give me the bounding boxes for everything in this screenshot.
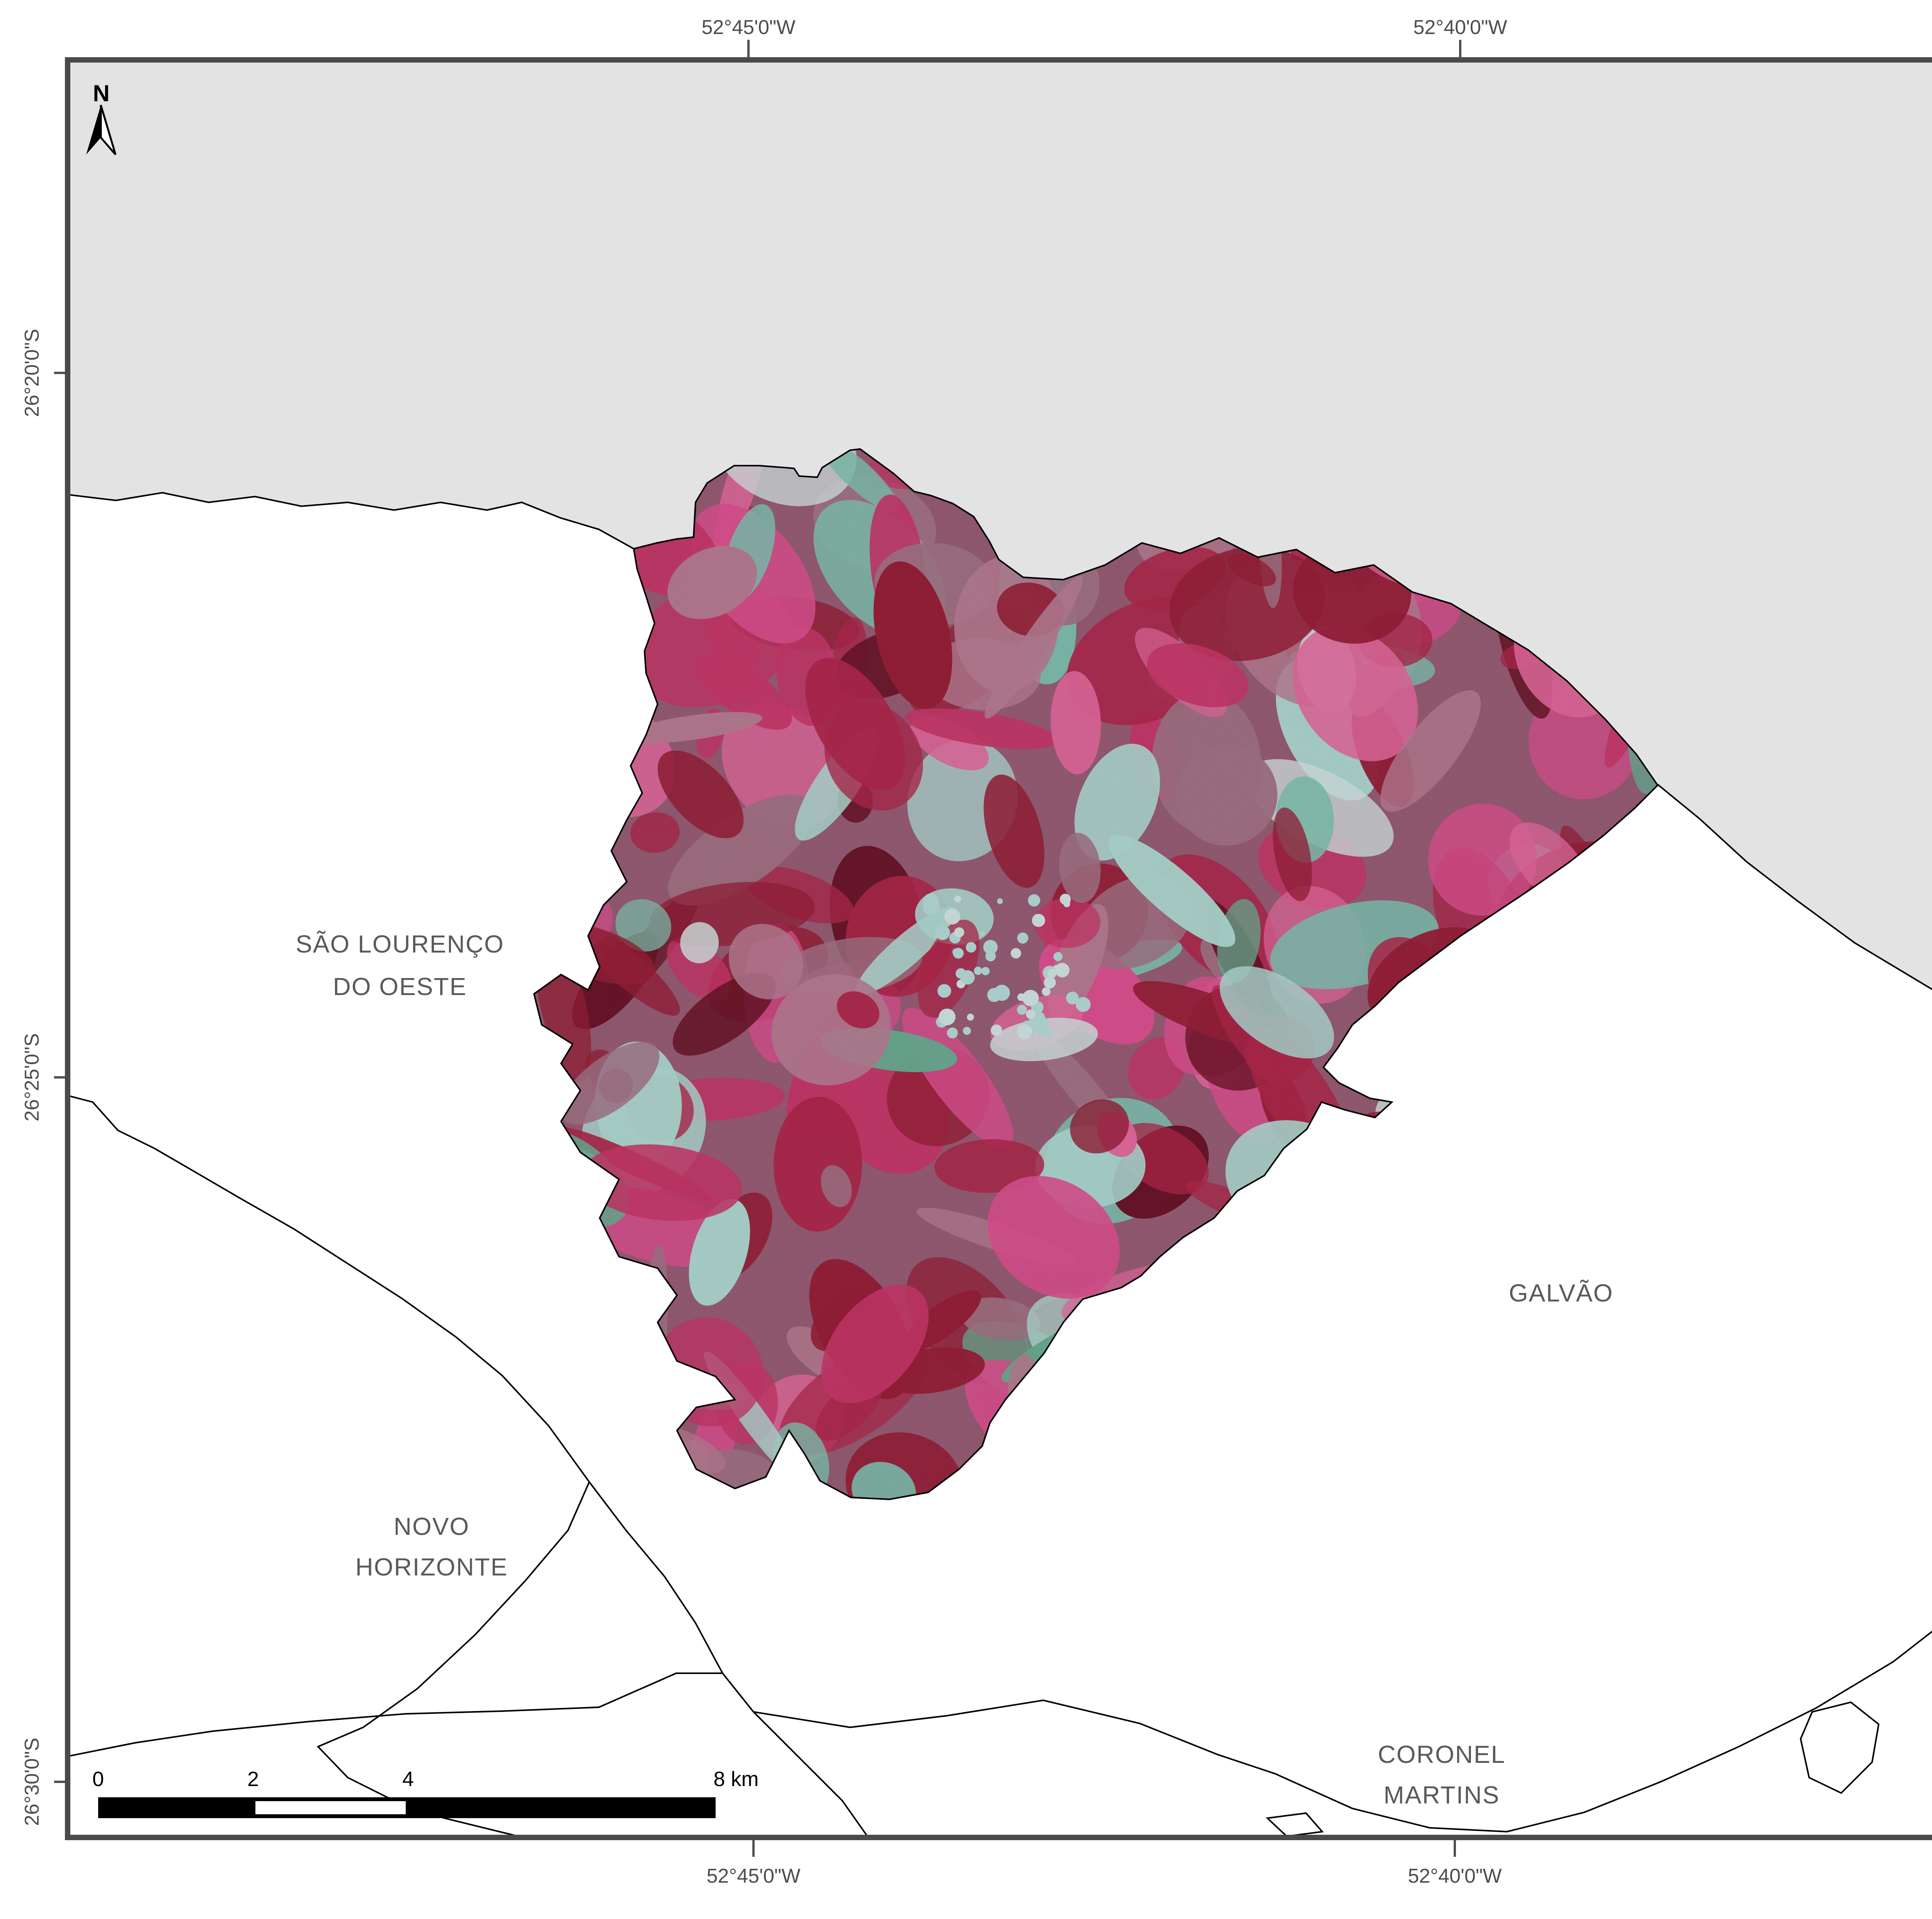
neighbor-label: CORONEL <box>1378 1740 1506 1768</box>
neighbor-label: DO OESTE <box>333 973 467 1000</box>
map-frame <box>65 57 1932 1840</box>
neighbor-label: MARTINS <box>1384 1781 1500 1809</box>
svg-text:N: N <box>93 80 109 106</box>
graticule <box>54 40 1461 1857</box>
lon-label-bottom-right: 52°40'0"W <box>1408 1865 1502 1887</box>
neighbor-label: GALVÃO <box>1509 1279 1613 1307</box>
svg-text:8 km: 8 km <box>713 1768 759 1791</box>
municipality-outline <box>533 448 1659 1500</box>
lat-label-3: 26°30'0"S <box>21 1738 43 1826</box>
state-boundary-east <box>1657 784 1932 990</box>
municipal-boundaries <box>68 1095 1932 1837</box>
neighbor-labels: SÃO LOURENÇO DO OESTE GALVÃO NOVO HORIZO… <box>296 930 1613 1809</box>
state-boundary-west <box>68 492 634 550</box>
lon-label-top-left: 52°45'0"W <box>702 16 796 39</box>
neighbor-label: SÃO LOURENÇO <box>296 930 504 958</box>
svg-text:4: 4 <box>402 1768 414 1791</box>
lon-label-top-right: 52°40'0"W <box>1413 16 1507 39</box>
neighbor-label: NOVO <box>394 1512 469 1540</box>
state-area-pr <box>68 60 1932 989</box>
svg-text:2: 2 <box>247 1768 259 1791</box>
lat-label-2: 26°25'0"S <box>21 1033 43 1121</box>
neighbor-label: HORIZONTE <box>355 1553 508 1581</box>
svg-text:0: 0 <box>92 1768 104 1791</box>
scale-bar: 0 2 4 8 km <box>92 1768 759 1818</box>
lon-label-bottom-left: 52°45'0"W <box>707 1865 801 1887</box>
graticule-labels: 52°45'0"W 52°40'0"W 52°45'0"W 52°40'0"W … <box>21 16 1507 1887</box>
north-arrow-icon: N <box>86 80 117 155</box>
lat-label-1: 26°20'0"S <box>21 329 43 417</box>
